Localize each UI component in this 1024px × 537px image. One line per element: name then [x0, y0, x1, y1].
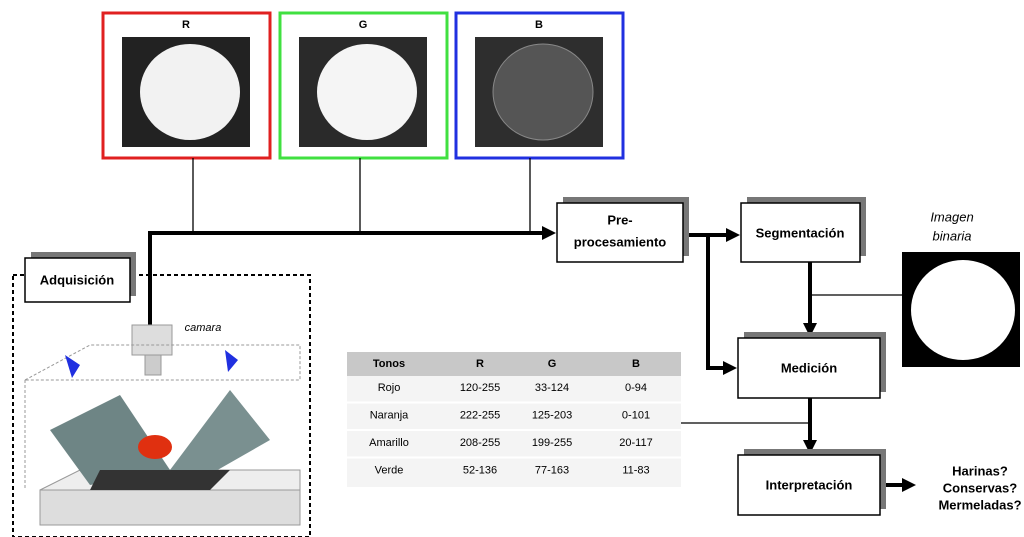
diagram: R G B Pre- procesamiento Segmentación Me	[0, 0, 1024, 537]
table-header: G	[548, 358, 557, 370]
table-cell: 125-203	[532, 409, 572, 421]
tones-table: Tonos R G B Rojo 120-255 33-124 0-94 Naranja 222-…	[347, 352, 681, 487]
table-cell: Rojo	[378, 382, 401, 394]
channel-label: R	[182, 19, 190, 31]
acquisition-scene: camara	[25, 322, 300, 525]
table-cell: 20-117	[619, 437, 652, 449]
channel-b: B	[456, 13, 623, 158]
binary-caption: Imagen	[930, 209, 973, 224]
table-cell: 33-124	[535, 382, 569, 394]
table-cell: 208-255	[460, 437, 500, 449]
channel-r: R	[103, 13, 270, 158]
channel-g: G	[280, 13, 447, 158]
node-label: Adquisición	[40, 272, 114, 287]
node-label: procesamiento	[574, 234, 667, 249]
node-label: Interpretación	[766, 477, 853, 492]
binary-caption: binaria	[932, 228, 971, 243]
table-cell: 222-255	[460, 409, 500, 421]
output: Harinas?	[952, 463, 1008, 478]
table-cell: 11-83	[622, 464, 649, 476]
table-header: B	[632, 358, 640, 370]
table-header: R	[476, 358, 484, 370]
output: Conservas?	[943, 480, 1017, 495]
table-cell: 52-136	[463, 464, 497, 476]
table-cell: 199-255	[532, 437, 572, 449]
channel-label: B	[535, 19, 543, 31]
table-cell: 77-163	[535, 464, 569, 476]
table-cell: 0-101	[622, 409, 650, 421]
table-header: Tonos	[373, 358, 405, 370]
channel-label: G	[359, 19, 368, 31]
node-label: Medición	[781, 360, 837, 375]
camera-label: camara	[185, 322, 222, 334]
table-cell: 0-94	[625, 382, 647, 394]
output: Mermeladas?	[938, 497, 1021, 512]
table-cell: Amarillo	[369, 437, 409, 449]
table-cell: 120-255	[460, 382, 500, 394]
node-label: Segmentación	[756, 225, 845, 240]
table-cell: Naranja	[370, 409, 409, 421]
table-cell: Verde	[375, 464, 404, 476]
node-label: Pre-	[607, 212, 632, 227]
